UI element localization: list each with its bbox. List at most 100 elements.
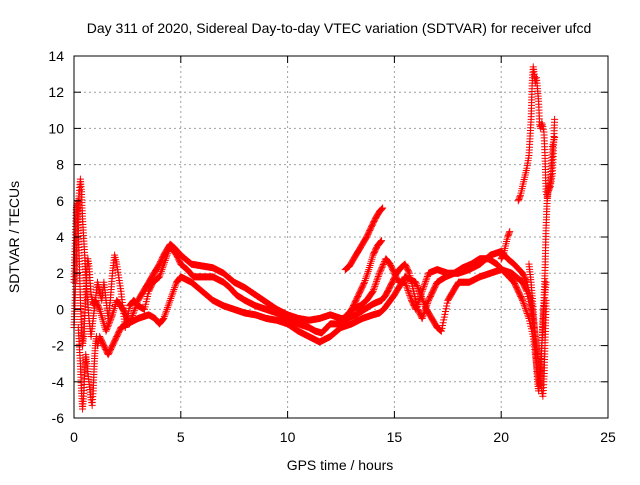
data-point-marker: [379, 262, 387, 270]
data-point-marker: [171, 282, 179, 290]
data-point-marker: [167, 295, 175, 303]
grid-lines: [74, 56, 608, 418]
data-point-marker: [167, 293, 175, 301]
data-point-marker: [402, 282, 410, 290]
data-point-marker: [169, 289, 177, 297]
data-point-marker: [95, 304, 103, 312]
y-tick-label: 4: [56, 229, 64, 245]
data-point-marker: [404, 286, 412, 294]
data-point-marker: [421, 279, 429, 287]
data-point-marker: [162, 307, 170, 315]
y-tick-label: -6: [52, 410, 65, 426]
data-point-marker: [420, 282, 428, 290]
data-point-marker: [403, 283, 411, 291]
data-point-marker: [419, 297, 427, 305]
data-point-marker: [107, 315, 115, 323]
data-point-marker: [524, 311, 532, 319]
y-tick-label: 10: [48, 120, 64, 136]
x-tick-label: 5: [177, 429, 185, 445]
data-point-marker: [520, 300, 528, 308]
data-point-marker: [104, 323, 112, 331]
data-point-marker: [423, 272, 431, 280]
x-tick-label: 15: [387, 429, 403, 445]
data-point-marker: [170, 285, 178, 293]
data-point-marker: [168, 291, 176, 299]
data-point-marker: [362, 273, 370, 281]
data-point-marker: [406, 293, 414, 301]
data-point-marker: [379, 261, 387, 269]
data-point-marker: [165, 298, 173, 306]
data-point-marker: [418, 294, 426, 302]
data-point-marker: [521, 305, 529, 313]
data-point-marker: [156, 271, 164, 279]
y-axis: -6 -4 -2 0 2 4 6 8 10 12 14: [48, 48, 608, 426]
data-point-marker: [436, 326, 444, 334]
data-point-marker: [371, 281, 379, 289]
series-track-spike-22: [514, 63, 559, 205]
data-point-marker: [372, 279, 380, 287]
y-tick-label: 12: [48, 84, 64, 100]
series-track-lower: [74, 266, 537, 413]
series-track-rising-14: [339, 237, 386, 322]
data-point-marker: [375, 271, 383, 279]
data-point-marker: [417, 291, 425, 299]
data-point-marker: [160, 314, 168, 322]
data-point-marker: [413, 281, 421, 289]
data-point-marker: [107, 314, 115, 322]
data-point-marker: [169, 287, 177, 295]
data-point-marker: [416, 288, 424, 296]
data-point-marker: [377, 265, 385, 273]
data-point-marker: [405, 288, 413, 296]
data-point-marker: [406, 291, 414, 299]
data-point-marker: [106, 318, 114, 326]
data-point-marker: [103, 324, 111, 332]
data-point-marker: [420, 281, 428, 289]
data-point-marker: [419, 313, 427, 321]
data-point-marker: [414, 285, 422, 293]
data-point-marker: [538, 119, 546, 127]
data-point-marker: [421, 302, 429, 310]
data-point-marker: [374, 272, 382, 280]
data-point-marker: [407, 295, 415, 303]
data-point-marker: [165, 300, 173, 308]
data-point-marker: [362, 275, 370, 283]
data-point-marker: [132, 303, 140, 311]
data-point-marker: [373, 276, 381, 284]
x-tick-label: 10: [280, 429, 296, 445]
data-point-marker: [132, 301, 140, 309]
data-point-marker: [106, 317, 114, 325]
data-point-marker: [376, 268, 384, 276]
data-point-marker: [163, 305, 171, 313]
data-point-marker: [421, 301, 429, 309]
data-point-marker: [551, 133, 559, 141]
data-point-marker: [377, 205, 385, 213]
data-point-marker: [162, 309, 170, 317]
data-point-marker: [370, 286, 378, 294]
data-point-marker: [414, 300, 422, 308]
chart-title: Day 311 of 2020, Sidereal Day-to-day VTE…: [87, 20, 591, 36]
data-point-marker: [419, 296, 427, 304]
data-point-marker: [164, 302, 172, 310]
data-point-marker: [361, 276, 369, 284]
data-point-marker: [551, 115, 559, 123]
data-point-marker: [157, 269, 165, 277]
data-point-marker: [412, 304, 420, 312]
data-point-marker: [133, 300, 141, 308]
data-point-marker: [102, 327, 110, 335]
data-point-marker: [166, 296, 174, 304]
series-track-main: [70, 115, 559, 389]
data-point-marker: [412, 278, 420, 286]
data-point-marker: [368, 289, 376, 297]
x-tick-label: 20: [493, 429, 509, 445]
data-point-marker: [405, 290, 413, 298]
data-point-marker: [419, 311, 427, 319]
y-axis-label: SDTVAR / TECUs: [6, 181, 22, 293]
series-track-dip-22: [525, 260, 550, 395]
data-point-marker: [377, 266, 385, 274]
y-tick-label: -2: [52, 338, 65, 354]
data-point-marker: [505, 229, 513, 237]
data-point-marker: [130, 306, 138, 314]
data-point-marker: [104, 321, 112, 329]
